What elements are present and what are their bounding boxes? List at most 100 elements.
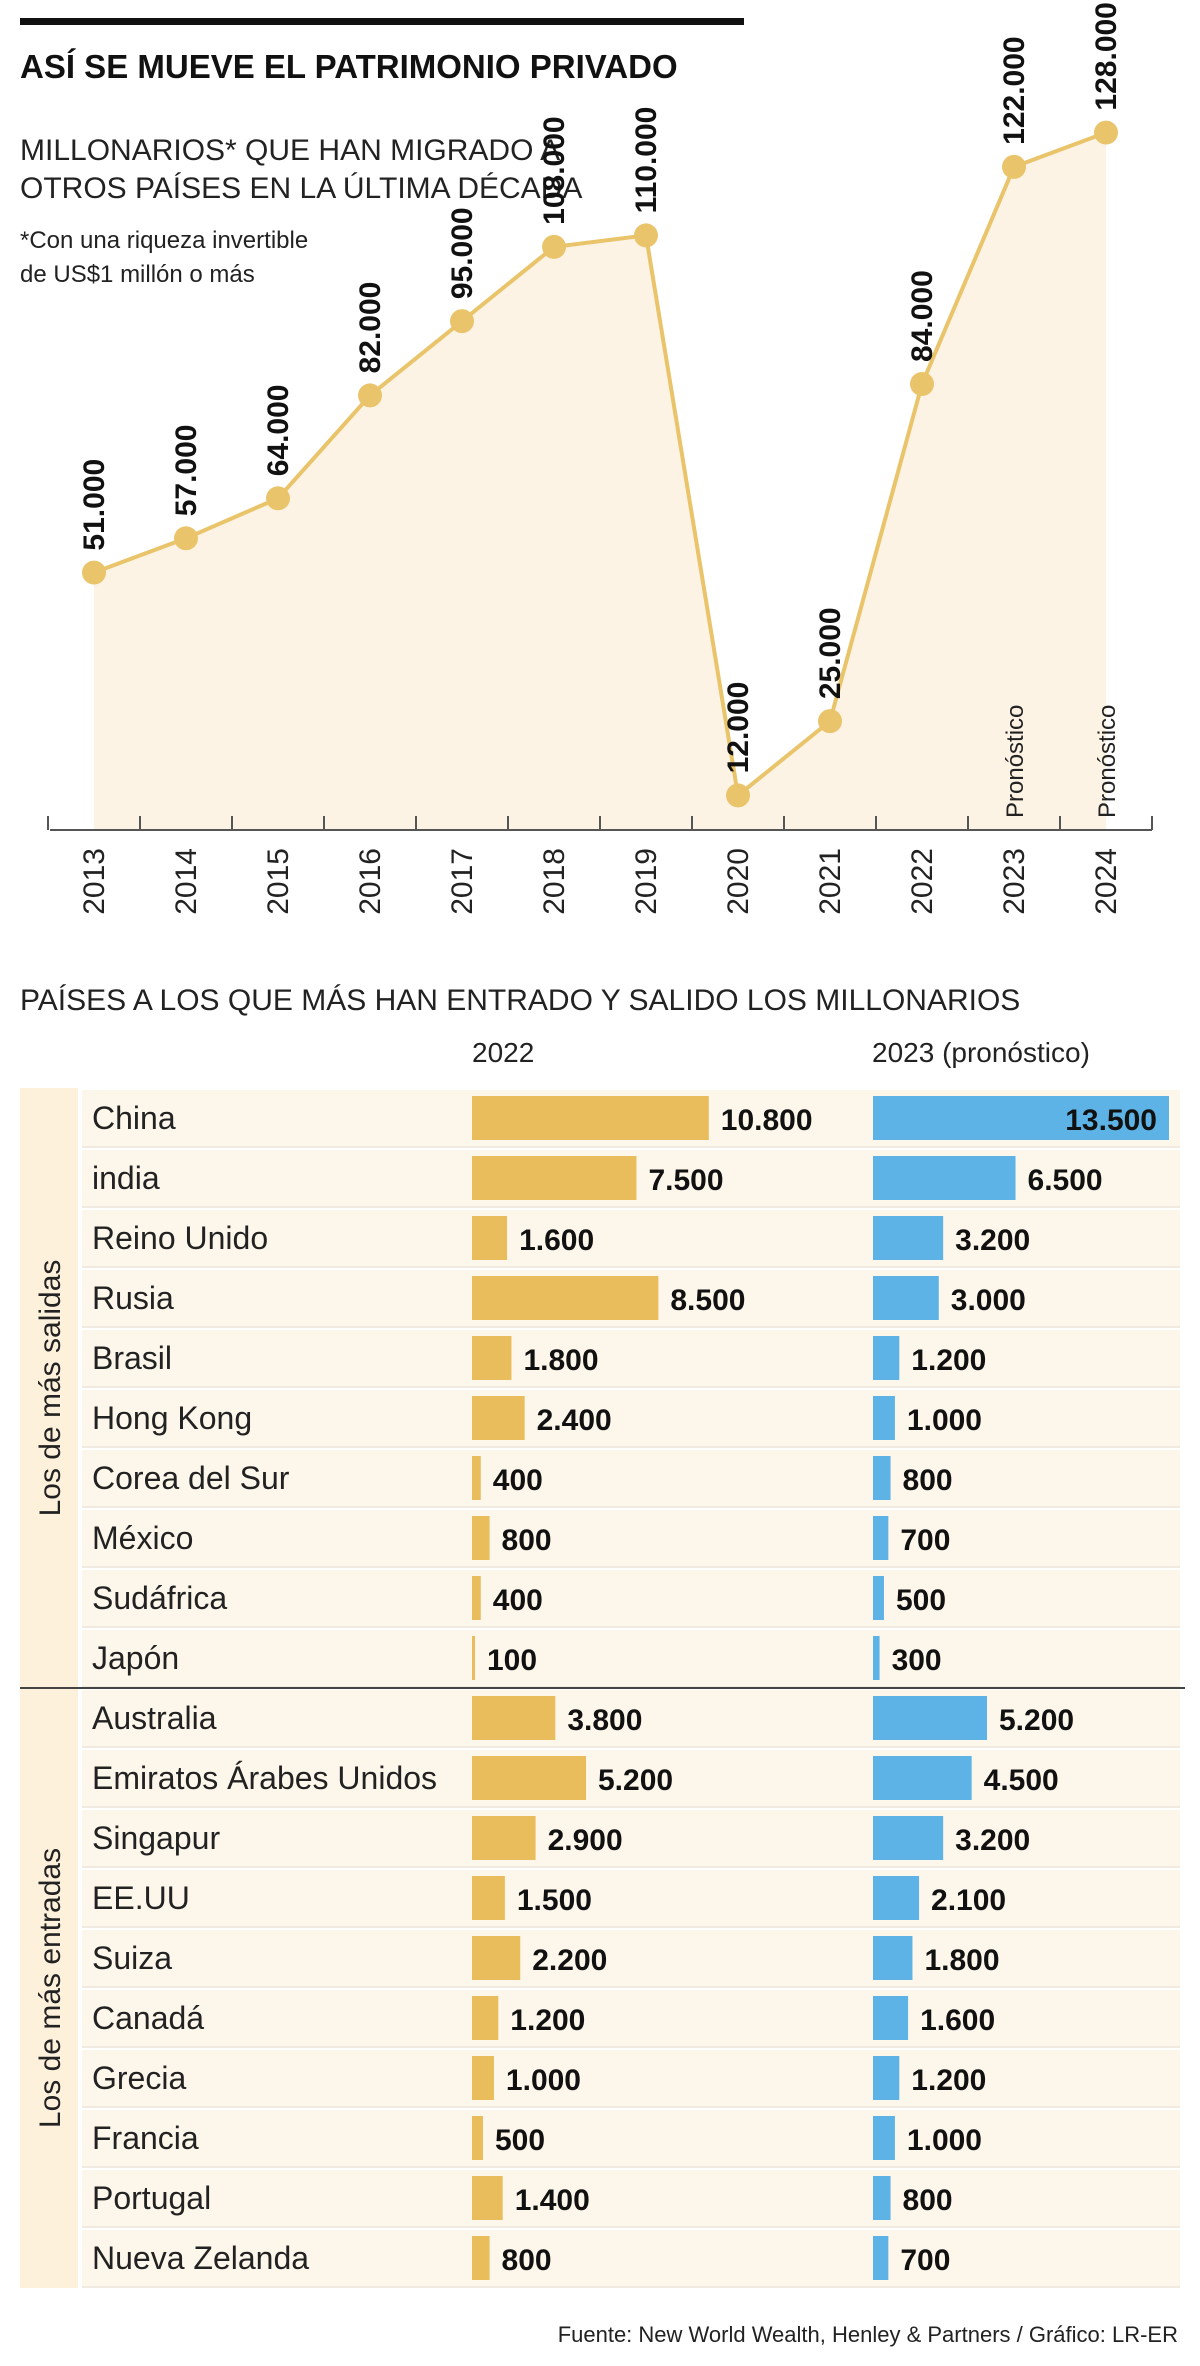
country-label-china: China: [92, 1100, 176, 1136]
bar-2022-grecia: [472, 2056, 494, 2100]
bar-label-2022-portugal: 1.400: [515, 2184, 590, 2217]
bar-2022-hong-kong: [472, 1396, 525, 1440]
bar-2022-corea-del-sur: [472, 1456, 481, 1500]
country-label-rusia: Rusia: [92, 1280, 174, 1316]
country-label-canad-: Canadá: [92, 2000, 204, 2036]
bar-label-2023-jap-n: 300: [892, 1644, 942, 1677]
country-label-jap-n: Japón: [92, 1640, 179, 1676]
bar-label-2022-canad-: 1.200: [510, 2004, 585, 2037]
bar-2023-suiza: [873, 1936, 913, 1980]
bar-2023-hong-kong: [873, 1396, 895, 1440]
data-point-2019: [634, 223, 658, 248]
row-bg-brasil: [82, 1330, 1180, 1386]
bar-label-2022-rusia: 8.500: [670, 1284, 745, 1317]
row-bg-emiratos-rabes-unidos: [82, 1750, 1180, 1806]
bar-label-2023-rusia: 3.000: [951, 1284, 1026, 1317]
group-band-in: [20, 1688, 78, 2288]
bar-2023-sud-frica: [873, 1576, 884, 1620]
value-label-2021: 25.000: [814, 607, 847, 699]
bar-label-2022-hong-kong: 2.400: [537, 1404, 612, 1437]
row-bg-sud-frica: [82, 1570, 1180, 1626]
data-point-2018: [542, 234, 566, 259]
source-footer: Fuente: New World Wealth, Henley & Partn…: [558, 2322, 1178, 2347]
data-point-2024: [1094, 120, 1118, 145]
data-point-2020: [726, 783, 750, 808]
bar-label-2023-francia: 1.000: [907, 2124, 982, 2157]
bar-2022-jap-n: [472, 1636, 475, 1680]
bar-label-2023-canad-: 1.600: [920, 2004, 995, 2037]
bar-label-2023-portugal: 800: [903, 2184, 953, 2217]
bar-label-2023-australia: 5.200: [999, 1704, 1074, 1737]
bar-2022-francia: [472, 2116, 483, 2160]
country-label-ee-uu: EE.UU: [92, 1880, 190, 1916]
bar-label-2023-grecia: 1.200: [911, 2064, 986, 2097]
value-label-2018: 108.000: [538, 116, 571, 224]
bar-label-2022-francia: 500: [495, 2124, 545, 2157]
value-label-2016: 82.000: [354, 282, 387, 374]
line-chart-title-2: OTROS PAÍSES EN LA ÚLTIMA DÉCADA: [20, 172, 582, 205]
bar-label-2022-corea-del-sur: 400: [493, 1464, 543, 1497]
x-tick-label-2018: 2018: [538, 848, 571, 915]
value-label-2022: 84.000: [906, 270, 939, 362]
bar-2022-nueva-zelanda: [472, 2236, 490, 2280]
series-line: [93, 130, 1107, 800]
bar-label-2023-singapur: 3.200: [955, 1824, 1030, 1857]
x-tick-label-2023: 2023: [998, 848, 1031, 915]
row-bg-nueva-zelanda: [82, 2230, 1180, 2286]
value-label-2024: 128.000: [1090, 2, 1123, 110]
bar-label-2022-singapur: 2.900: [548, 1824, 623, 1857]
bar-label-2023-india: 6.500: [1028, 1164, 1103, 1197]
x-tick-label-2016: 2016: [354, 848, 387, 915]
bar-2022-brasil: [472, 1336, 512, 1380]
country-label-singapur: Singapur: [92, 1820, 220, 1856]
bar-2023-reino-unido: [873, 1216, 944, 1260]
row-bg-m-xico: [82, 1510, 1180, 1566]
x-tick-label-2014: 2014: [170, 848, 203, 915]
x-tick-label-2013: 2013: [78, 848, 111, 915]
country-label-suiza: Suiza: [92, 1940, 172, 1976]
x-tick-label-2020: 2020: [722, 848, 755, 915]
group-band-out: [20, 1088, 78, 1688]
row-bg-grecia: [82, 2050, 1180, 2106]
title-rule: [20, 18, 744, 25]
value-label-2019: 110.000: [630, 107, 663, 214]
bar-2023-singapur: [873, 1816, 944, 1860]
bar-label-2022-m-xico: 800: [502, 1524, 552, 1557]
row-bg-corea-del-sur: [82, 1450, 1180, 1506]
bar-label-2022-brasil: 1.800: [523, 1344, 598, 1377]
country-label-reino-unido: Reino Unido: [92, 1220, 268, 1256]
bar-2023-rusia: [873, 1276, 939, 1320]
row-bg-jap-n: [82, 1630, 1180, 1686]
line-chart: ASÍ SE MUEVE EL PATRIMONIO PRIVADO MILLO…: [20, 2, 1153, 915]
bar-2022-suiza: [472, 1936, 521, 1980]
value-label-2017: 95.000: [446, 207, 479, 299]
bar-2022-australia: [472, 1696, 556, 1740]
value-label-2013: 51.000: [78, 459, 111, 551]
x-tick-label-2021: 2021: [814, 848, 847, 915]
bar-2023-portugal: [873, 2176, 891, 2220]
data-point-2014: [174, 526, 198, 551]
bar-label-2022-reino-unido: 1.600: [519, 1224, 594, 1257]
bar-2022-china: [472, 1096, 709, 1140]
bar-label-2023-ee-uu: 2.100: [931, 1884, 1006, 1917]
bar-2023-m-xico: [873, 1516, 889, 1560]
bar-2023-australia: [873, 1696, 988, 1740]
x-tick-label-2024: 2024: [1090, 848, 1123, 915]
value-label-2015: 64.000: [262, 385, 295, 477]
footnote-2: de US$1 millón o más: [20, 261, 255, 288]
bar-label-2022-china: 10.800: [721, 1104, 813, 1137]
bar-label-2022-australia: 3.800: [567, 1704, 642, 1737]
bar-label-2022-india: 7.500: [648, 1164, 723, 1197]
group-label-out: Los de más salidas: [34, 1260, 67, 1517]
bar-2023-canad-: [873, 1996, 909, 2040]
bar-2022-ee-uu: [472, 1876, 505, 1920]
bar-label-2022-ee-uu: 1.500: [517, 1884, 592, 1917]
x-tick-label-2019: 2019: [630, 848, 663, 915]
x-tick-label-2022: 2022: [906, 848, 939, 915]
bar-label-2023-m-xico: 700: [900, 1524, 950, 1557]
value-label-2023: 122.000: [998, 36, 1031, 144]
bar-label-2023-nueva-zelanda: 700: [900, 2244, 950, 2277]
data-point-2022: [910, 372, 934, 396]
data-point-2016: [358, 383, 382, 408]
line-chart-title-1: MILLONARIOS* QUE HAN MIGRADO A: [20, 134, 560, 167]
